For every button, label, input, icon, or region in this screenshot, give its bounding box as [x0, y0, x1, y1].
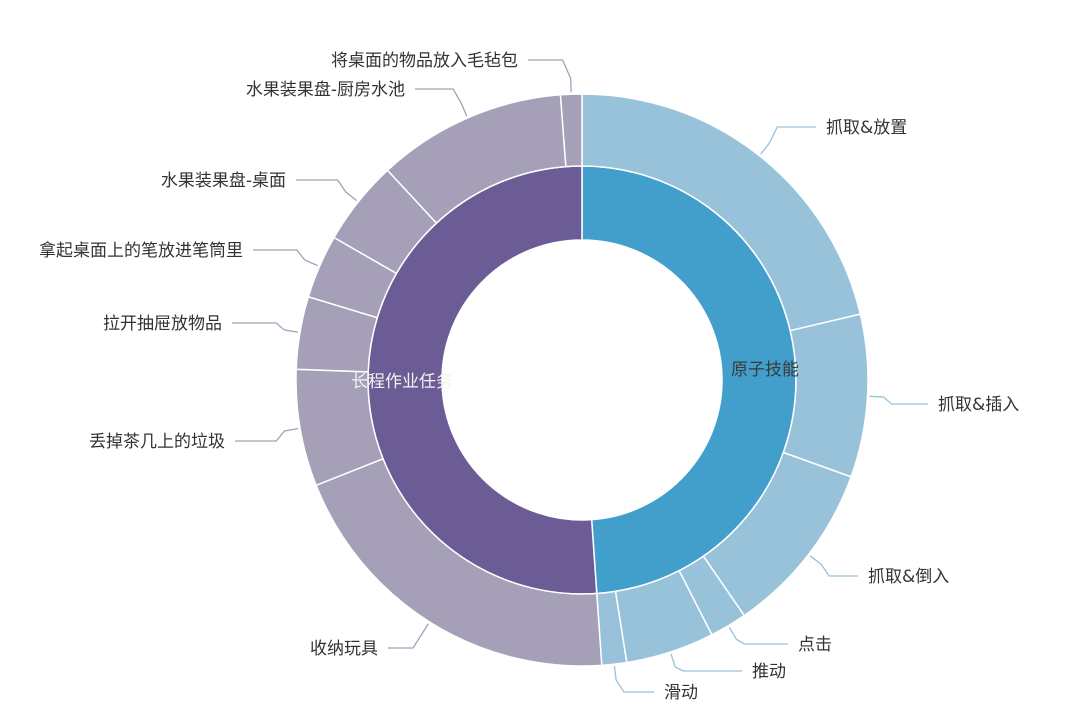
leader-line — [809, 555, 858, 577]
inner-label: 长程作业任务 — [351, 372, 453, 392]
leader-line — [415, 88, 468, 117]
outer-segment[interactable] — [559, 93, 583, 168]
inner-label: 原子技能 — [731, 360, 799, 380]
leader-line — [388, 623, 429, 649]
outer-label: 将桌面的物品放入毛毡包 — [331, 51, 518, 71]
outer-label: 抓取&插入 — [938, 395, 1019, 415]
outer-label: 推动 — [752, 662, 786, 682]
leader-line — [528, 59, 572, 93]
outer-label: 拿起桌面上的笔放进笔筒里 — [39, 240, 243, 261]
outer-label: 水果装果盘-桌面 — [161, 171, 286, 191]
leader-line — [869, 395, 928, 405]
outer-label: 拉开抽屉放物品 — [103, 314, 222, 334]
leader-line — [232, 322, 299, 333]
leader-line — [728, 627, 788, 645]
outer-label: 水果装果盘-厨房水池 — [246, 80, 405, 100]
leader-line — [296, 179, 358, 202]
leader-line — [253, 249, 318, 267]
leader-line — [235, 427, 299, 442]
outer-label: 抓取&放置 — [826, 118, 907, 138]
leader-line — [613, 666, 654, 693]
leader-line — [760, 126, 816, 155]
outer-label: 丢掉茶几上的垃圾 — [89, 432, 225, 452]
outer-label: 抓取&倒入 — [868, 567, 949, 587]
leader-line — [670, 653, 742, 672]
outer-label: 收纳玩具 — [310, 639, 378, 659]
outer-segment[interactable] — [782, 313, 869, 478]
outer-label: 滑动 — [664, 683, 698, 703]
outer-label: 点击 — [798, 635, 832, 655]
